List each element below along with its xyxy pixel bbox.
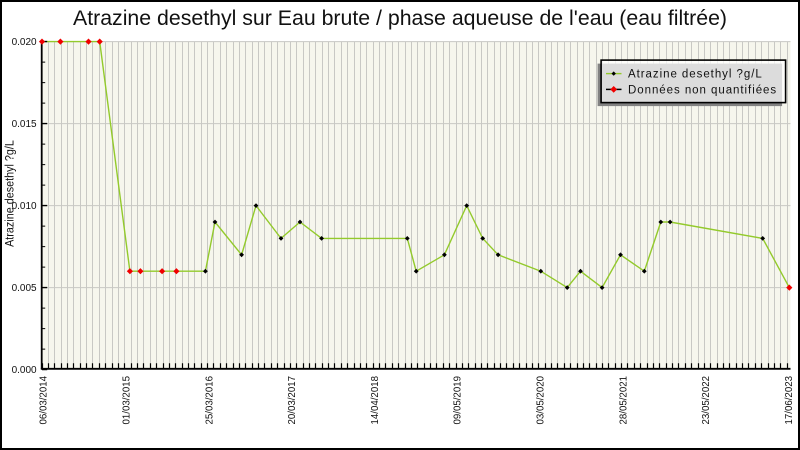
svg-text:0.020: 0.020 (12, 37, 37, 48)
svg-text:Atrazine desethyl sur Eau brut: Atrazine desethyl sur Eau brute / phase … (73, 6, 727, 30)
svg-text:0.005: 0.005 (12, 283, 37, 294)
svg-text:20/03/2017: 20/03/2017 (287, 376, 298, 425)
svg-text:03/05/2020: 03/05/2020 (535, 375, 546, 424)
svg-text:Atrazine desethyl ?g/L: Atrazine desethyl ?g/L (4, 140, 17, 247)
svg-text:Atrazine desethyl ?g/L: Atrazine desethyl ?g/L (628, 69, 763, 81)
svg-text:09/05/2019: 09/05/2019 (453, 376, 464, 425)
svg-text:23/05/2022: 23/05/2022 (701, 376, 712, 425)
svg-text:01/03/2015: 01/03/2015 (121, 376, 132, 425)
svg-text:25/03/2016: 25/03/2016 (204, 376, 215, 425)
svg-text:0.015: 0.015 (12, 119, 37, 130)
svg-text:0.010: 0.010 (12, 201, 37, 212)
svg-text:17/06/2023: 17/06/2023 (784, 376, 795, 425)
svg-text:Données non quantifiées: Données non quantifiées (628, 84, 777, 96)
svg-text:28/05/2021: 28/05/2021 (618, 376, 629, 425)
svg-text:0.000: 0.000 (12, 365, 37, 376)
svg-text:14/04/2018: 14/04/2018 (370, 376, 381, 425)
svg-text:06/03/2014: 06/03/2014 (39, 375, 50, 424)
